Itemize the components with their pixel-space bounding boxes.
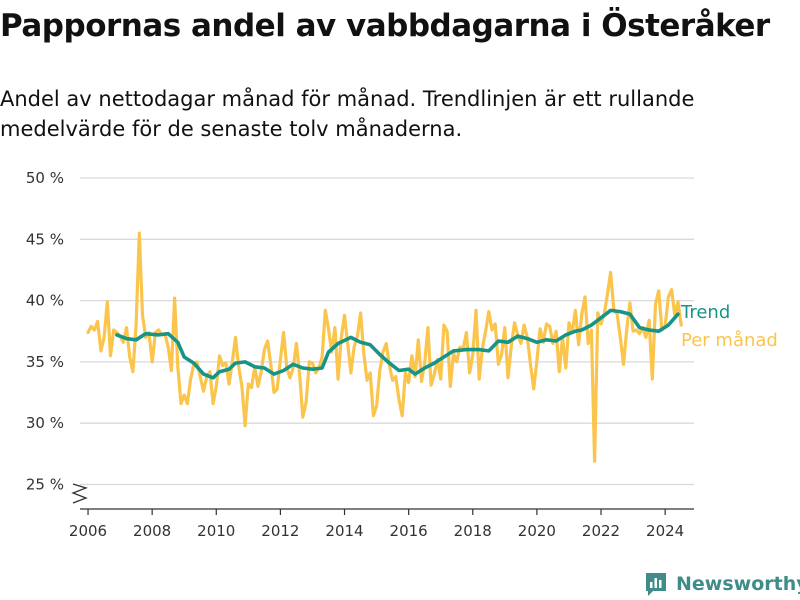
- x-tick-label: 2012: [261, 522, 299, 540]
- chart-title: Pappornas andel av vabbdagarna i Österåk…: [0, 8, 770, 44]
- monthly-series-line: [86, 231, 683, 463]
- bar-chart-logo-icon: [646, 573, 666, 596]
- y-tick-label: 50 %: [26, 169, 64, 187]
- x-tick-label: 2020: [518, 522, 556, 540]
- x-tick-label: 2014: [325, 522, 363, 540]
- legend-item-monthly: Per månad: [681, 330, 778, 351]
- gridlines: [80, 177, 694, 486]
- legend: Trend Per månad: [680, 302, 778, 351]
- brand-name: Newsworthy: [676, 573, 800, 595]
- legend-item-trend: Trend: [680, 302, 730, 323]
- y-axis-ticks: 25 % 30 % 35 % 40 % 45 % 50 %: [26, 169, 64, 493]
- brand-logo: Newsworthy: [644, 570, 800, 598]
- chart-subtitle: Andel av nettodagar månad för månad. Tre…: [0, 87, 695, 141]
- axis-break-icon: [71, 483, 88, 504]
- y-tick-label: 30 %: [26, 414, 64, 432]
- y-tick-label: 45 %: [26, 230, 64, 248]
- x-tick-label: 2010: [197, 522, 235, 540]
- series-lines: [86, 231, 683, 463]
- x-tick-label: 2024: [646, 522, 684, 540]
- x-tick-label: 2008: [133, 522, 171, 540]
- y-tick-label: 40 %: [26, 292, 64, 310]
- x-axis: [71, 483, 694, 510]
- x-tick-label: 2018: [454, 522, 492, 540]
- x-tick-label: 2006: [69, 522, 107, 540]
- y-tick-label: 35 %: [26, 353, 64, 371]
- x-axis-ticks: 2006 2008 2010 2012 2014 2016 2018 2020 2022 2024: [69, 509, 684, 540]
- x-tick-label: 2016: [390, 522, 428, 540]
- y-tick-label: 25 %: [26, 475, 64, 493]
- trend-series-line: [115, 308, 680, 380]
- x-tick-label: 2022: [582, 522, 620, 540]
